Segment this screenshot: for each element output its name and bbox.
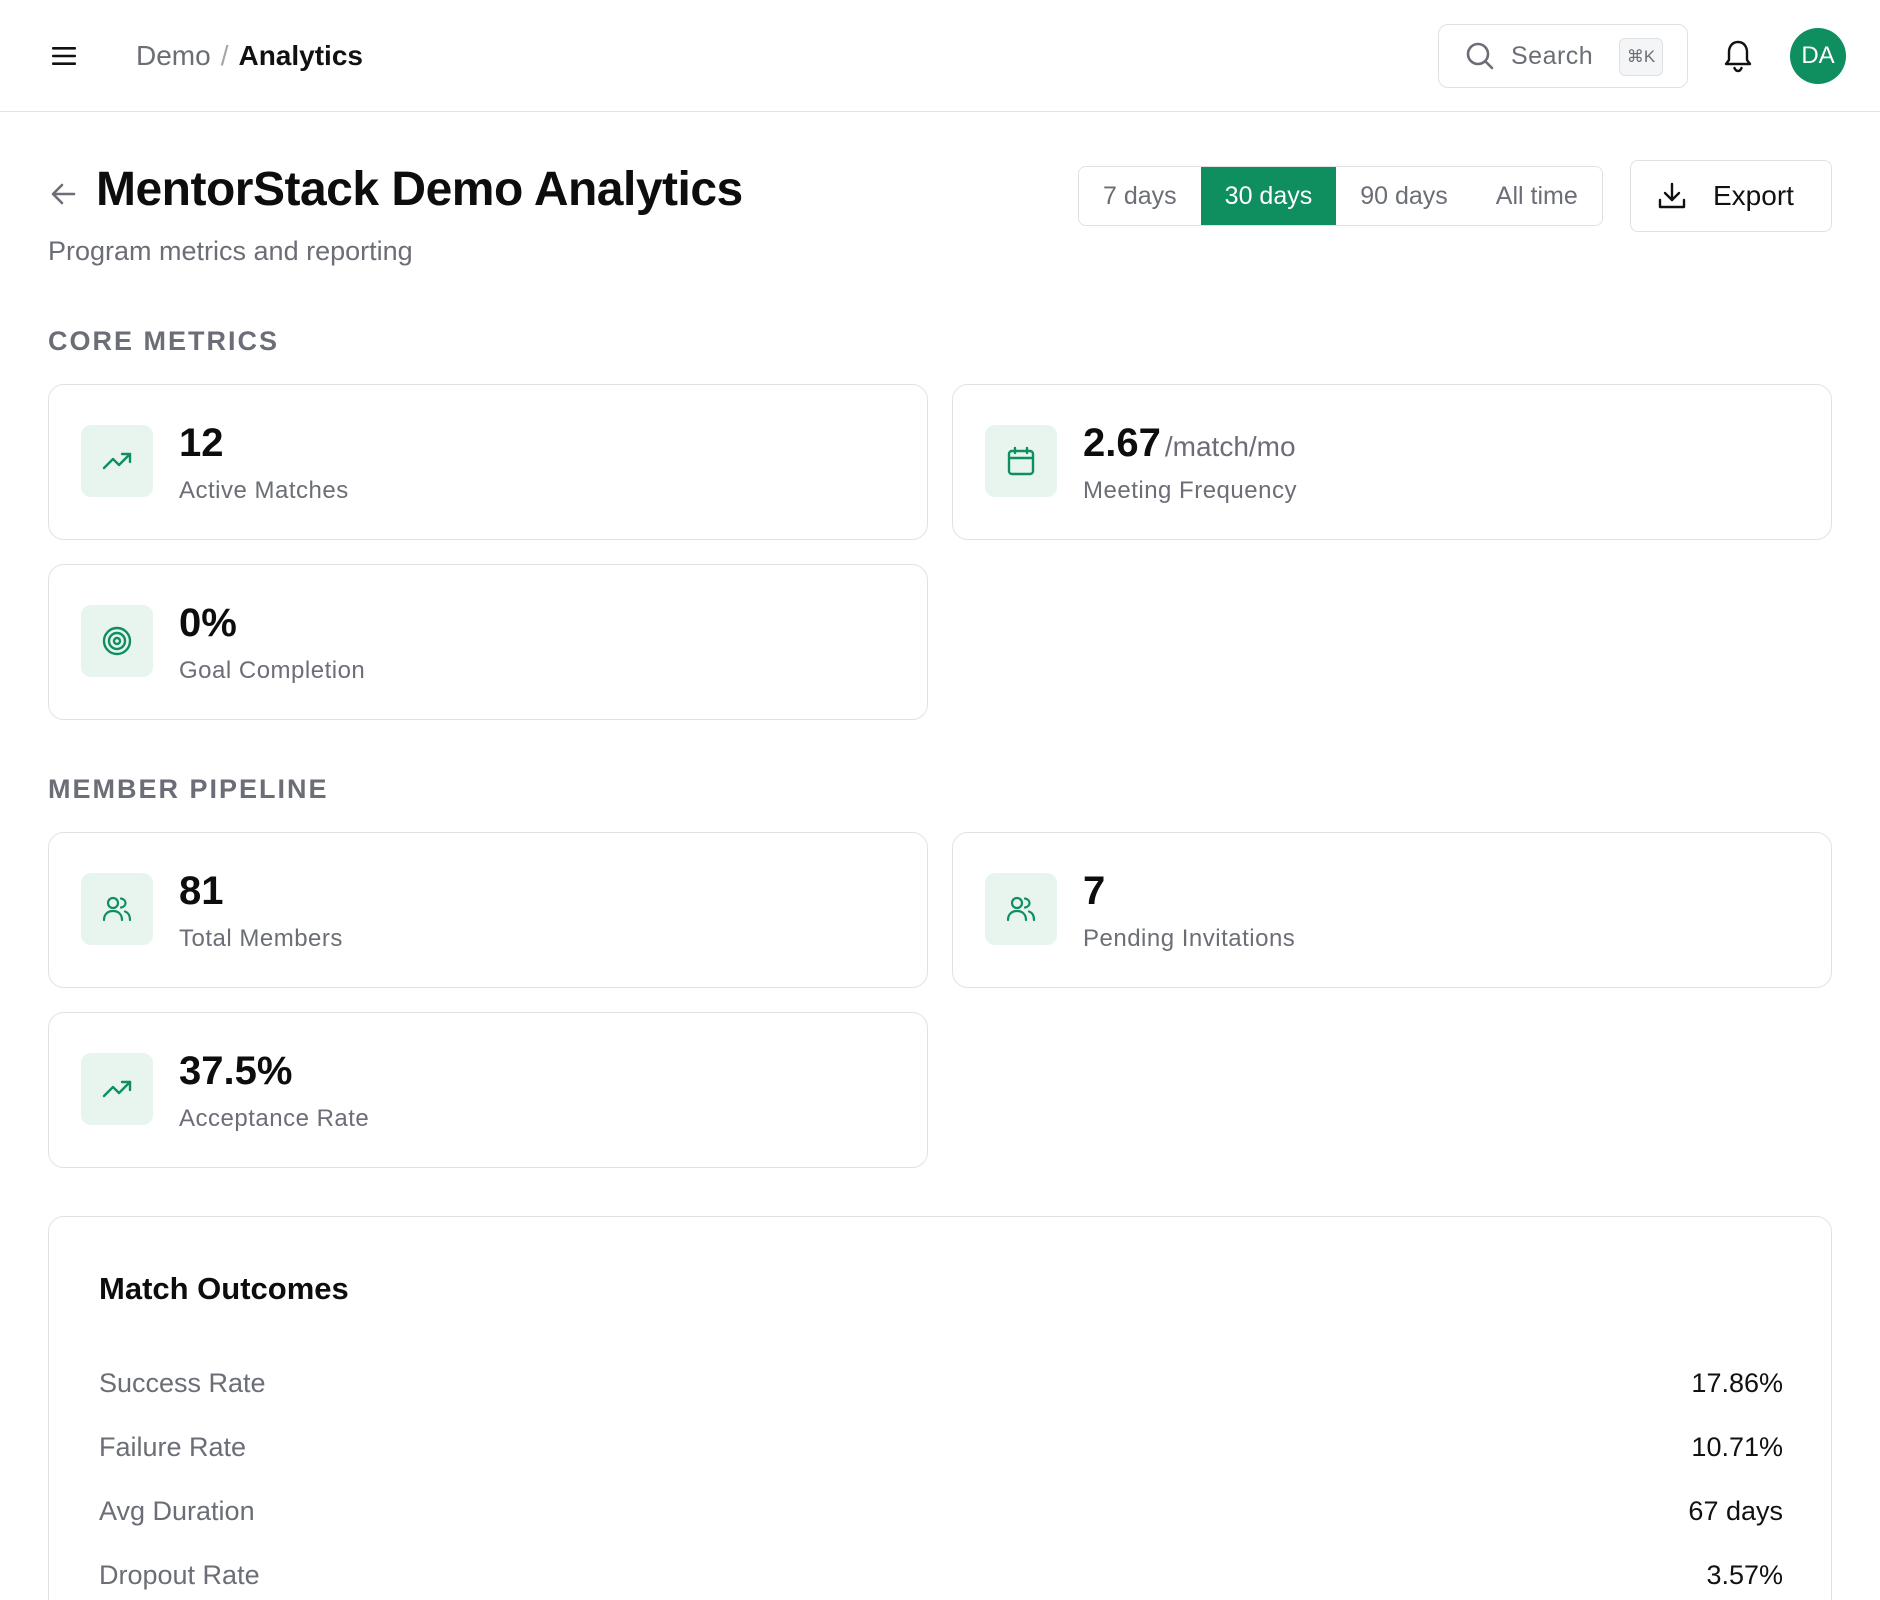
page-title: MentorStack Demo Analytics bbox=[96, 163, 743, 216]
breadcrumb-separator: / bbox=[220, 40, 229, 71]
export-label: Export bbox=[1713, 180, 1794, 211]
outcome-value: 10.71% bbox=[1691, 1431, 1783, 1462]
users-icon bbox=[1006, 896, 1036, 922]
users-icon bbox=[102, 896, 132, 922]
metric-unit: /match/mo bbox=[1164, 431, 1296, 462]
top-bar: Demo / Analytics Search ⌘K DA bbox=[0, 0, 1880, 112]
search-button[interactable]: Search ⌘K bbox=[1438, 24, 1688, 88]
match-outcomes-panel: Match Outcomes Success Rate 17.86% Failu… bbox=[48, 1216, 1832, 1600]
metric-icon-box bbox=[985, 873, 1057, 945]
range-all-time[interactable]: All time bbox=[1471, 167, 1602, 225]
metric-card-total-members: 81 Total Members bbox=[48, 832, 928, 988]
metric-value-number: 2.67 bbox=[1083, 421, 1161, 465]
metric-value: 7 bbox=[1083, 869, 1106, 913]
metric-label: Total Members bbox=[179, 925, 343, 952]
outcome-label: Failure Rate bbox=[99, 1431, 247, 1462]
menu-button[interactable] bbox=[44, 36, 84, 76]
metric-card-acceptance-rate: 37.5% Acceptance Rate bbox=[48, 1012, 928, 1168]
metric-value: 12 bbox=[179, 421, 224, 465]
metric-card-active-matches: 12 Active Matches bbox=[48, 384, 928, 540]
breadcrumb: Demo / Analytics bbox=[136, 36, 363, 76]
match-outcomes-title: Match Outcomes bbox=[99, 1271, 349, 1306]
range-7-days[interactable]: 7 days bbox=[1079, 167, 1201, 225]
page-subtitle: Program metrics and reporting bbox=[48, 236, 413, 266]
metric-card-pending-invitations: 7 Pending Invitations bbox=[952, 832, 1832, 988]
outcome-row-avg-duration: Avg Duration 67 days bbox=[99, 1491, 1783, 1531]
metric-value: 37.5% bbox=[179, 1049, 293, 1093]
range-90-days[interactable]: 90 days bbox=[1336, 167, 1472, 225]
notifications-button[interactable] bbox=[1718, 34, 1758, 78]
outcome-row-failure-rate: Failure Rate 10.71% bbox=[99, 1427, 1783, 1467]
outcome-label: Avg Duration bbox=[99, 1495, 255, 1526]
metric-label: Meeting Frequency bbox=[1083, 477, 1297, 504]
metric-card-goal-completion: 0% Goal Completion bbox=[48, 564, 928, 720]
hamburger-menu-icon bbox=[52, 47, 76, 65]
outcome-row-dropout-rate: Dropout Rate 3.57% bbox=[99, 1555, 1783, 1595]
user-avatar[interactable]: DA bbox=[1790, 28, 1846, 84]
back-button[interactable] bbox=[46, 176, 82, 212]
outcome-row-success-rate: Success Rate 17.86% bbox=[99, 1363, 1783, 1403]
outcome-label: Dropout Rate bbox=[99, 1559, 260, 1590]
metric-icon-box bbox=[81, 873, 153, 945]
date-range-selector: 7 days 30 days 90 days All time bbox=[1078, 166, 1603, 226]
outcome-label: Success Rate bbox=[99, 1367, 266, 1398]
metric-value: 2.67/match/mo bbox=[1083, 421, 1296, 466]
calendar-icon bbox=[1007, 446, 1035, 476]
export-button[interactable]: Export bbox=[1630, 160, 1832, 232]
outcome-value: 67 days bbox=[1688, 1495, 1783, 1526]
metric-label: Active Matches bbox=[179, 477, 349, 504]
download-icon bbox=[1658, 182, 1686, 209]
breadcrumb-current: Analytics bbox=[238, 40, 363, 71]
trending-up-icon bbox=[102, 1080, 132, 1098]
metric-label: Pending Invitations bbox=[1083, 925, 1296, 952]
metric-icon-box bbox=[81, 425, 153, 497]
metric-label: Goal Completion bbox=[179, 657, 366, 684]
metric-icon-box bbox=[985, 425, 1057, 497]
section-title-core-metrics: CORE METRICS bbox=[48, 326, 280, 356]
metric-value: 81 bbox=[179, 869, 224, 913]
metric-value: 0% bbox=[179, 601, 237, 645]
search-icon bbox=[1466, 42, 1494, 70]
trending-up-icon bbox=[102, 452, 132, 470]
breadcrumb-demo-link[interactable]: Demo bbox=[136, 40, 211, 71]
search-label: Search bbox=[1511, 41, 1594, 70]
range-30-days[interactable]: 30 days bbox=[1200, 167, 1337, 225]
metric-icon-box bbox=[81, 605, 153, 677]
section-title-member-pipeline: MEMBER PIPELINE bbox=[48, 774, 329, 804]
outcome-value: 17.86% bbox=[1691, 1367, 1783, 1398]
target-icon bbox=[102, 626, 132, 656]
metric-icon-box bbox=[81, 1053, 153, 1125]
search-shortcut-badge: ⌘K bbox=[1619, 38, 1663, 76]
bell-icon bbox=[1724, 40, 1752, 73]
metric-card-meeting-frequency: 2.67/match/mo Meeting Frequency bbox=[952, 384, 1832, 540]
arrow-left-icon bbox=[51, 183, 76, 205]
outcome-value: 3.57% bbox=[1706, 1559, 1783, 1590]
metric-label: Acceptance Rate bbox=[179, 1105, 370, 1132]
